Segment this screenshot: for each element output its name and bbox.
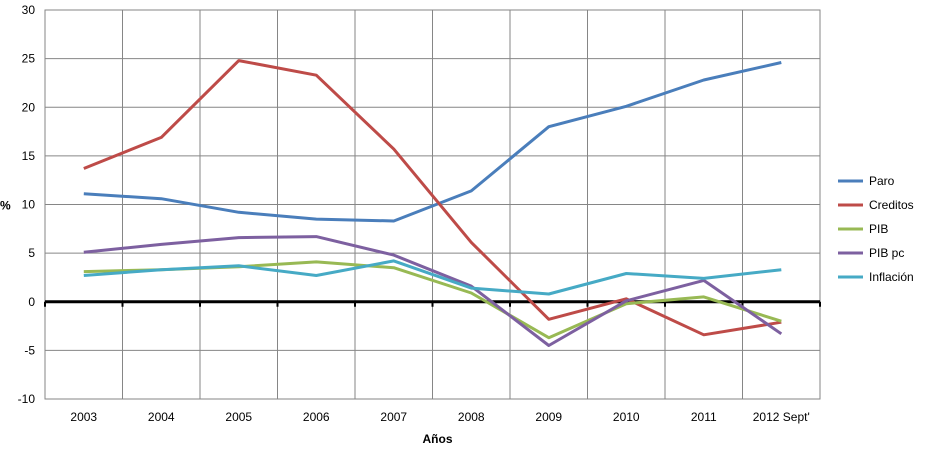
y-tick-label: 25 — [22, 52, 36, 66]
grid — [44, 9, 821, 400]
legend-item: PIB pc — [838, 246, 904, 260]
y-axis-title: % — [0, 199, 11, 213]
x-tick-label: 2008 — [458, 410, 485, 424]
series-lines — [83, 59, 783, 347]
legend-item: Inflación — [838, 270, 914, 284]
legend-label: Creditos — [869, 198, 914, 212]
x-tick-label: 2010 — [613, 410, 640, 424]
legend-item: PIB — [838, 222, 888, 236]
axes — [44, 300, 821, 307]
x-tick-label: 2011 — [691, 410, 717, 424]
x-tick-label: 2006 — [303, 410, 330, 424]
y-tick-label: -5 — [24, 343, 35, 357]
y-tick-label: 30 — [22, 3, 36, 17]
y-tick-label: 15 — [22, 149, 36, 163]
legend-item: Creditos — [838, 198, 914, 212]
series-line-paro — [83, 61, 782, 223]
x-tick-label: 2012 Sept' — [753, 410, 810, 424]
series-line-pib-pc — [83, 235, 783, 347]
legend-label: PIB — [869, 222, 888, 236]
series-line-creditos — [83, 59, 782, 337]
legend-label: Paro — [869, 174, 895, 188]
legend-label: Inflación — [869, 270, 914, 284]
legend-label: PIB pc — [869, 246, 904, 260]
tick-labels: 30 25 20 15 10 5 0 -5 -10 2003 2004 2005 2006 2007 200… — [18, 3, 810, 424]
y-tick-label: -10 — [18, 392, 36, 406]
y-tick-label: 20 — [22, 100, 36, 114]
y-tick-label: 0 — [28, 295, 35, 309]
x-tick-label: 2003 — [70, 410, 97, 424]
x-tick-label: 2007 — [380, 410, 407, 424]
legend-item: Paro — [838, 174, 895, 188]
x-axis-title: Años — [423, 432, 453, 446]
legend: Paro Creditos PIB PIB pc Inflación — [838, 174, 914, 284]
series-line-inflación — [83, 259, 782, 296]
x-tick-label: 2009 — [535, 410, 562, 424]
x-tick-label: 2005 — [225, 410, 252, 424]
x-tick-label: 2004 — [148, 410, 175, 424]
y-tick-label: 10 — [22, 198, 36, 212]
y-tick-label: 5 — [28, 246, 35, 260]
